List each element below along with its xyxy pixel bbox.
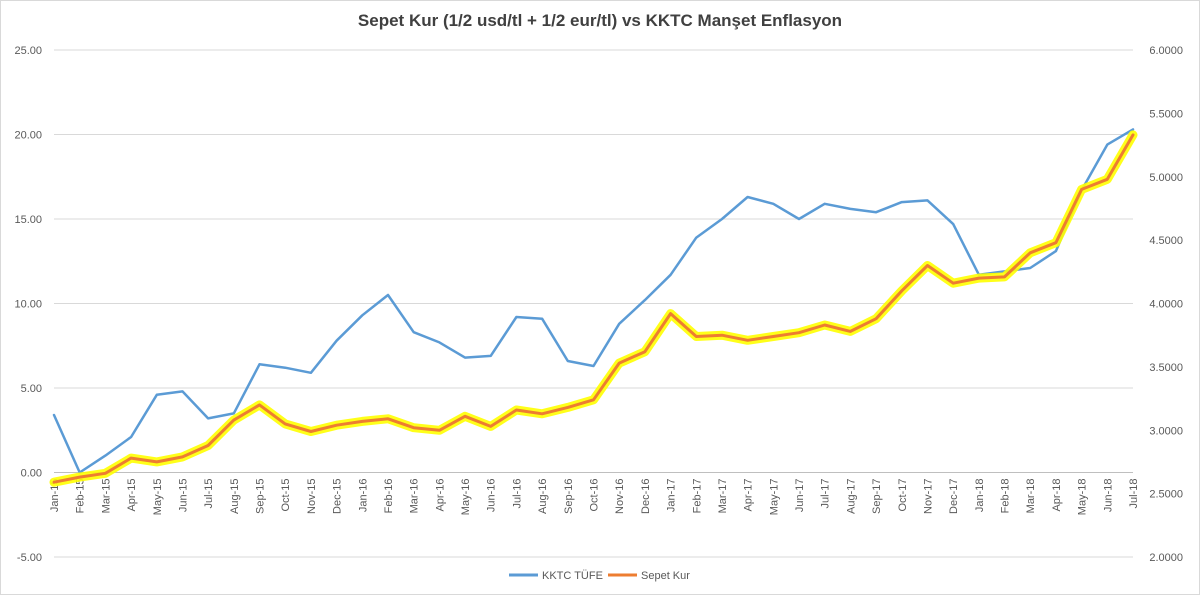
x-tick-label: May-16 <box>460 479 472 516</box>
x-axis: Jan-15 Feb-15 Mar-15 Apr-15 May-15 Jun-15 Jul-… <box>49 472 1140 516</box>
x-tick-label: Nov-15 <box>306 479 318 514</box>
left-tick-label: 20.00 <box>14 130 42 142</box>
right-tick-label: 3.0000 <box>1149 425 1183 437</box>
x-tick-label: Jul-16 <box>511 479 523 509</box>
x-tick-label: Oct-16 <box>589 479 601 512</box>
x-tick-label: Jun-15 <box>177 479 189 513</box>
right-axis: 2.0000 2.5000 3.0000 3.5000 4.0000 4.5000 5.00… <box>1149 45 1183 564</box>
x-tick-label: Mar-17 <box>717 479 729 514</box>
series-glow-sepet-kur <box>49 130 1138 487</box>
x-tick-label: Jul-17 <box>820 479 832 509</box>
series-line-kktc-t-fe <box>52 128 1135 474</box>
x-tick-label: Apr-17 <box>743 479 755 512</box>
series-line-sepet-kur <box>52 133 1135 484</box>
x-tick-label: Jun-17 <box>794 479 806 513</box>
left-tick-label: 10.00 <box>14 299 42 311</box>
x-tick-label: Nov-17 <box>922 479 934 514</box>
x-tick-label: Mar-16 <box>409 479 421 514</box>
x-tick-label: Feb-16 <box>383 479 395 514</box>
left-tick-label: 5.00 <box>21 383 42 395</box>
legend-label-kktc-tufe: KKTC TÜFE <box>542 570 603 582</box>
legend-label-sepet-kur: Sepet Kur <box>641 570 690 582</box>
x-tick-label: Dec-17 <box>948 479 960 514</box>
x-tick-label: Sep-16 <box>563 479 575 514</box>
left-tick-label: 25.00 <box>14 45 42 57</box>
x-tick-label: Feb-18 <box>1000 479 1012 514</box>
legend: KKTC TÜFE Sepet Kur <box>509 570 690 582</box>
right-tick-label: 6.0000 <box>1149 45 1183 57</box>
x-tick-label: Dec-15 <box>332 479 344 514</box>
x-tick-label: Oct-15 <box>280 479 292 512</box>
left-tick-label: 15.00 <box>14 214 42 226</box>
right-tick-label: 3.5000 <box>1149 362 1183 374</box>
x-tick-label: Jul-15 <box>203 479 215 509</box>
left-tick-label: -5.00 <box>17 552 42 564</box>
right-tick-label: 2.5000 <box>1149 489 1183 501</box>
x-tick-label: Jul-18 <box>1128 479 1140 509</box>
x-tick-label: Apr-18 <box>1051 479 1063 512</box>
x-tick-label: May-15 <box>152 479 164 516</box>
x-tick-label: Aug-15 <box>229 479 241 514</box>
x-tick-label: Sep-17 <box>871 479 883 514</box>
x-tick-label: Dec-16 <box>640 479 652 514</box>
x-tick-label: Feb-15 <box>75 479 87 514</box>
series-layer <box>49 128 1138 487</box>
x-tick-label: Apr-15 <box>126 479 138 512</box>
x-tick-label: Apr-16 <box>434 479 446 512</box>
x-tick-label: Jun-16 <box>486 479 498 513</box>
x-tick-label: Feb-17 <box>691 479 703 514</box>
right-tick-label: 2.0000 <box>1149 552 1183 564</box>
left-axis: -5.00 0.00 5.00 10.00 15.00 20.00 25.00 <box>14 45 42 564</box>
right-tick-label: 4.5000 <box>1149 235 1183 247</box>
x-tick-label: Sep-15 <box>255 479 267 514</box>
left-tick-label: 0.00 <box>21 468 42 480</box>
right-tick-label: 5.0000 <box>1149 172 1183 184</box>
x-tick-label: Aug-17 <box>845 479 857 514</box>
x-tick-label: Aug-16 <box>537 479 549 514</box>
chart-title: Sepet Kur (1/2 usd/tl + 1/2 eur/tl) vs K… <box>357 11 843 30</box>
x-tick-label: Mar-18 <box>1025 479 1037 514</box>
right-tick-label: 4.0000 <box>1149 299 1183 311</box>
x-tick-label: Jan-16 <box>357 479 369 513</box>
x-tick-label: Mar-15 <box>100 479 112 514</box>
x-tick-label: Jun-18 <box>1102 479 1114 513</box>
x-tick-label: Jan-17 <box>666 479 678 513</box>
x-tick-label: Jan-15 <box>49 479 61 513</box>
right-tick-label: 5.5000 <box>1149 108 1183 120</box>
x-tick-label: May-18 <box>1077 479 1089 516</box>
x-tick-label: Oct-17 <box>897 479 909 512</box>
x-tick-label: Nov-16 <box>614 479 626 514</box>
x-tick-label: May-17 <box>768 479 780 516</box>
x-tick-label: Jan-18 <box>974 479 986 513</box>
